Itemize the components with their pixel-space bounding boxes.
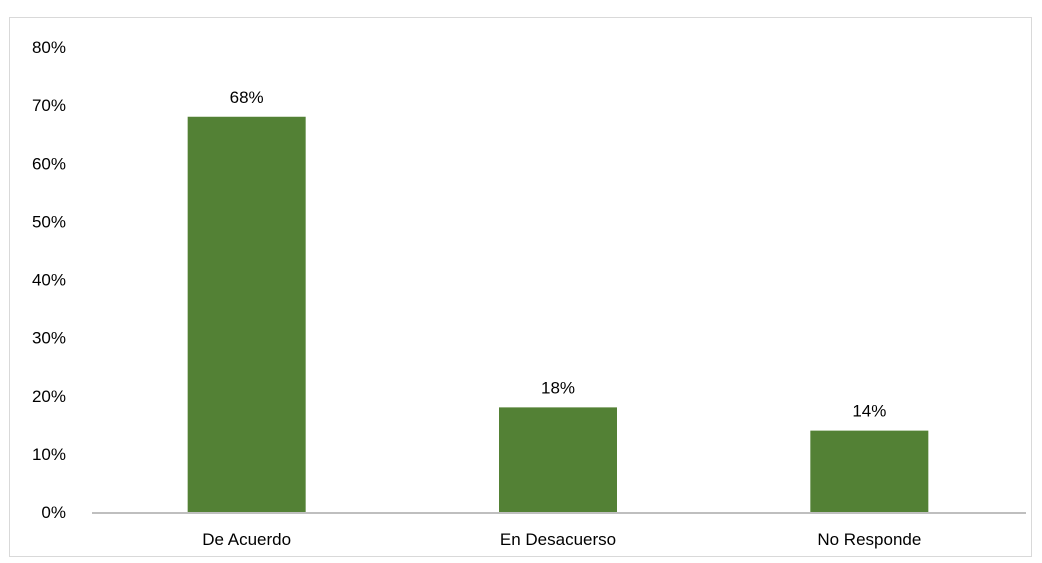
y-tick-label: 80% (32, 38, 66, 57)
y-tick-label: 60% (32, 154, 66, 173)
y-tick-label: 40% (32, 271, 66, 290)
x-category-label: De Acuerdo (202, 530, 291, 549)
y-tick-label: 20% (32, 387, 66, 406)
bar-de-acuerdo (187, 116, 306, 512)
bar-no-responde (810, 430, 929, 512)
bars (187, 116, 929, 512)
x-category-label: En Desacuerso (500, 530, 616, 549)
y-tick-label: 10% (32, 445, 66, 464)
bar-en-desacuerso (499, 407, 617, 512)
data-label: 14% (852, 402, 886, 421)
x-axis-category-labels: De Acuerdo En Desacuerso No Responde (202, 530, 921, 549)
x-category-label: No Responde (817, 530, 921, 549)
y-axis-tick-labels: 0% 10% 20% 30% 40% 50% 60% 70% 80% (32, 38, 66, 522)
data-label: 18% (541, 378, 575, 397)
data-labels: 68% 18% 14% (230, 88, 887, 421)
data-label: 68% (230, 88, 264, 107)
y-tick-label: 70% (32, 96, 66, 115)
y-tick-label: 30% (32, 329, 66, 348)
y-tick-label: 0% (41, 503, 66, 522)
y-tick-label: 50% (32, 212, 66, 231)
